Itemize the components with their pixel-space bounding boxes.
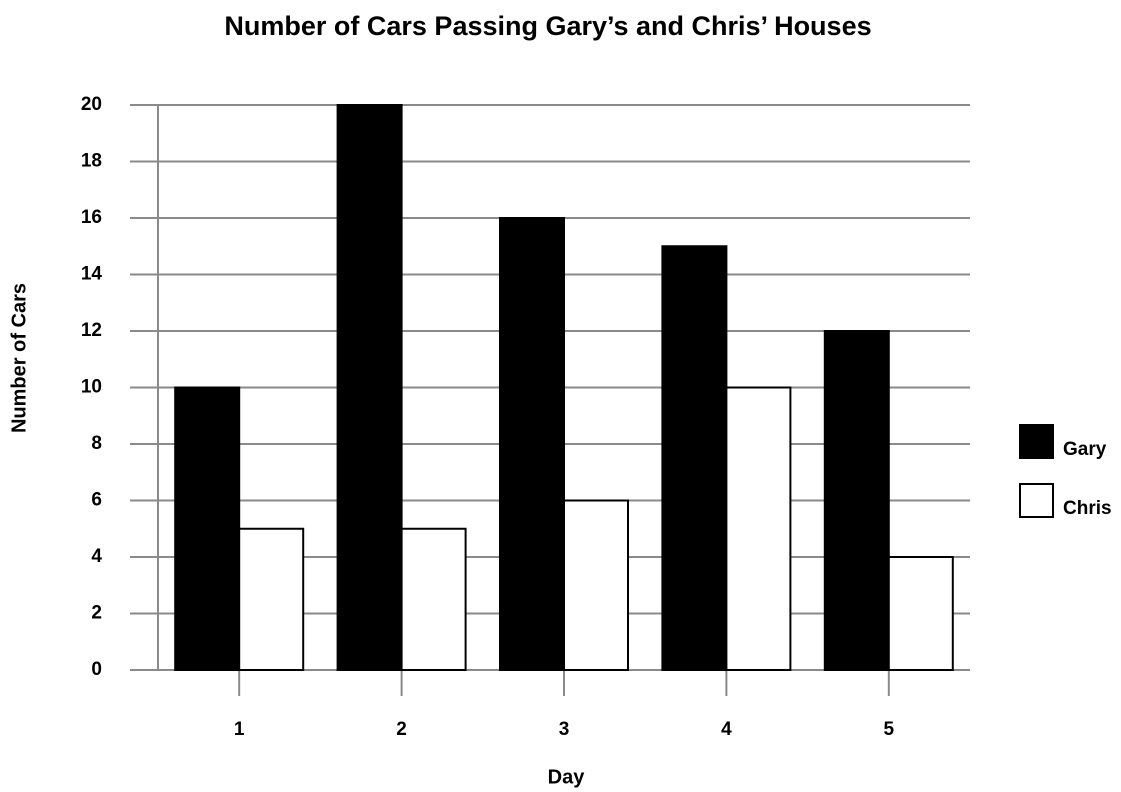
y-tick-label: 16 [81,207,102,228]
legend-swatch [1019,424,1054,459]
bar [563,499,629,671]
legend-swatch [1019,483,1054,518]
y-tick-label: 20 [81,94,102,115]
bar [238,527,305,671]
y-tick-label: 14 [81,264,103,285]
legend-label: Gary [1063,439,1107,460]
y-tick-label: 10 [81,377,102,398]
y-axis-label: Number of Cars [8,283,30,433]
x-tick-label: 3 [559,719,570,740]
bar [499,217,565,671]
x-tick-label: 4 [721,719,732,740]
y-tick-label: 2 [91,603,102,624]
bar [725,386,792,671]
y-tick-label: 6 [91,490,102,511]
bar [400,527,467,671]
bar [661,245,728,671]
y-tick-label: 12 [81,320,102,341]
y-tick-label: 18 [81,151,102,172]
bar [823,330,890,671]
y-tick-label: 0 [91,659,102,680]
bar [336,104,403,671]
legend-label: Chris [1063,498,1112,519]
chart-title: Number of Cars Passing Gary’s and Chris’… [224,11,871,41]
x-axis-label: Day [548,766,586,788]
x-tick-label: 5 [884,719,895,740]
y-tick-label: 8 [91,433,102,454]
bar [887,556,954,671]
x-tick-label: 2 [396,719,407,740]
bar [174,386,241,671]
y-tick-label: 4 [91,546,102,567]
x-tick-label: 1 [234,719,245,740]
